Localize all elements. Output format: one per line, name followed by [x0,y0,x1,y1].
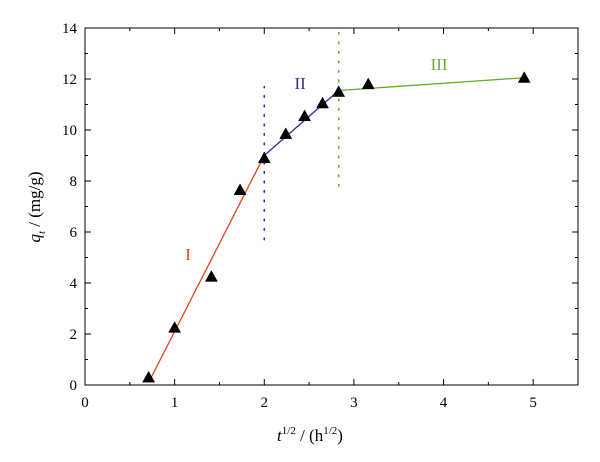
y-axis-title-main: q [25,234,44,243]
x-tick-label: 2 [261,395,269,411]
y-tick-label: 4 [70,276,78,292]
region-label-ii: II [294,74,306,93]
y-axis-title-rest: / (mg/g) [25,171,44,231]
data-points [142,71,531,383]
data-point [257,151,271,164]
x-axis-ticks: 0 1 2 3 4 5 [81,28,537,411]
y-axis-ticks: 0 2 4 6 8 10 12 14 [62,21,578,394]
data-point [279,127,293,139]
data-point [316,96,329,109]
plot-frame [84,27,579,386]
region-label-i: I [185,245,191,264]
fit-line-ii [263,89,340,156]
y-tick-label: 10 [62,123,77,139]
data-point [204,270,218,282]
fit-lines [148,77,525,383]
y-tick-label: 12 [62,72,77,88]
x-tick-label: 5 [529,395,537,411]
x-tick-label: 3 [350,395,358,411]
x-axis-title-sup: 1/2 [282,425,296,437]
region-dividers [263,29,340,241]
y-tick-label: 0 [70,378,78,394]
data-point [168,321,182,333]
x-axis-title-main: t [277,426,283,445]
data-point [361,77,375,90]
x-axis-title-unit-sup: 1/2 [323,425,337,437]
y-axis-title-sub: t [36,230,48,234]
x-tick-label: 0 [81,395,89,411]
y-tick-label: 2 [70,327,78,343]
data-point [332,85,346,97]
data-point [517,71,531,83]
region-label-iii: III [431,55,448,74]
data-point [142,370,156,383]
y-tick-label: 6 [70,225,78,241]
data-point [298,109,312,122]
fit-line-i [148,155,265,383]
y-tick-label: 14 [62,21,78,37]
x-axis-title-end: ) [337,426,343,445]
plot-border [84,27,579,386]
x-tick-label: 4 [440,395,448,411]
y-tick-label: 8 [70,174,78,190]
x-tick-label: 1 [171,395,179,411]
x-axis-title-rest: / (h [296,426,324,445]
data-point [233,183,247,195]
y-axis-title: qt / (mg/g) [25,171,48,242]
x-axis-title: t1/2 / (h1/2) [277,425,343,445]
